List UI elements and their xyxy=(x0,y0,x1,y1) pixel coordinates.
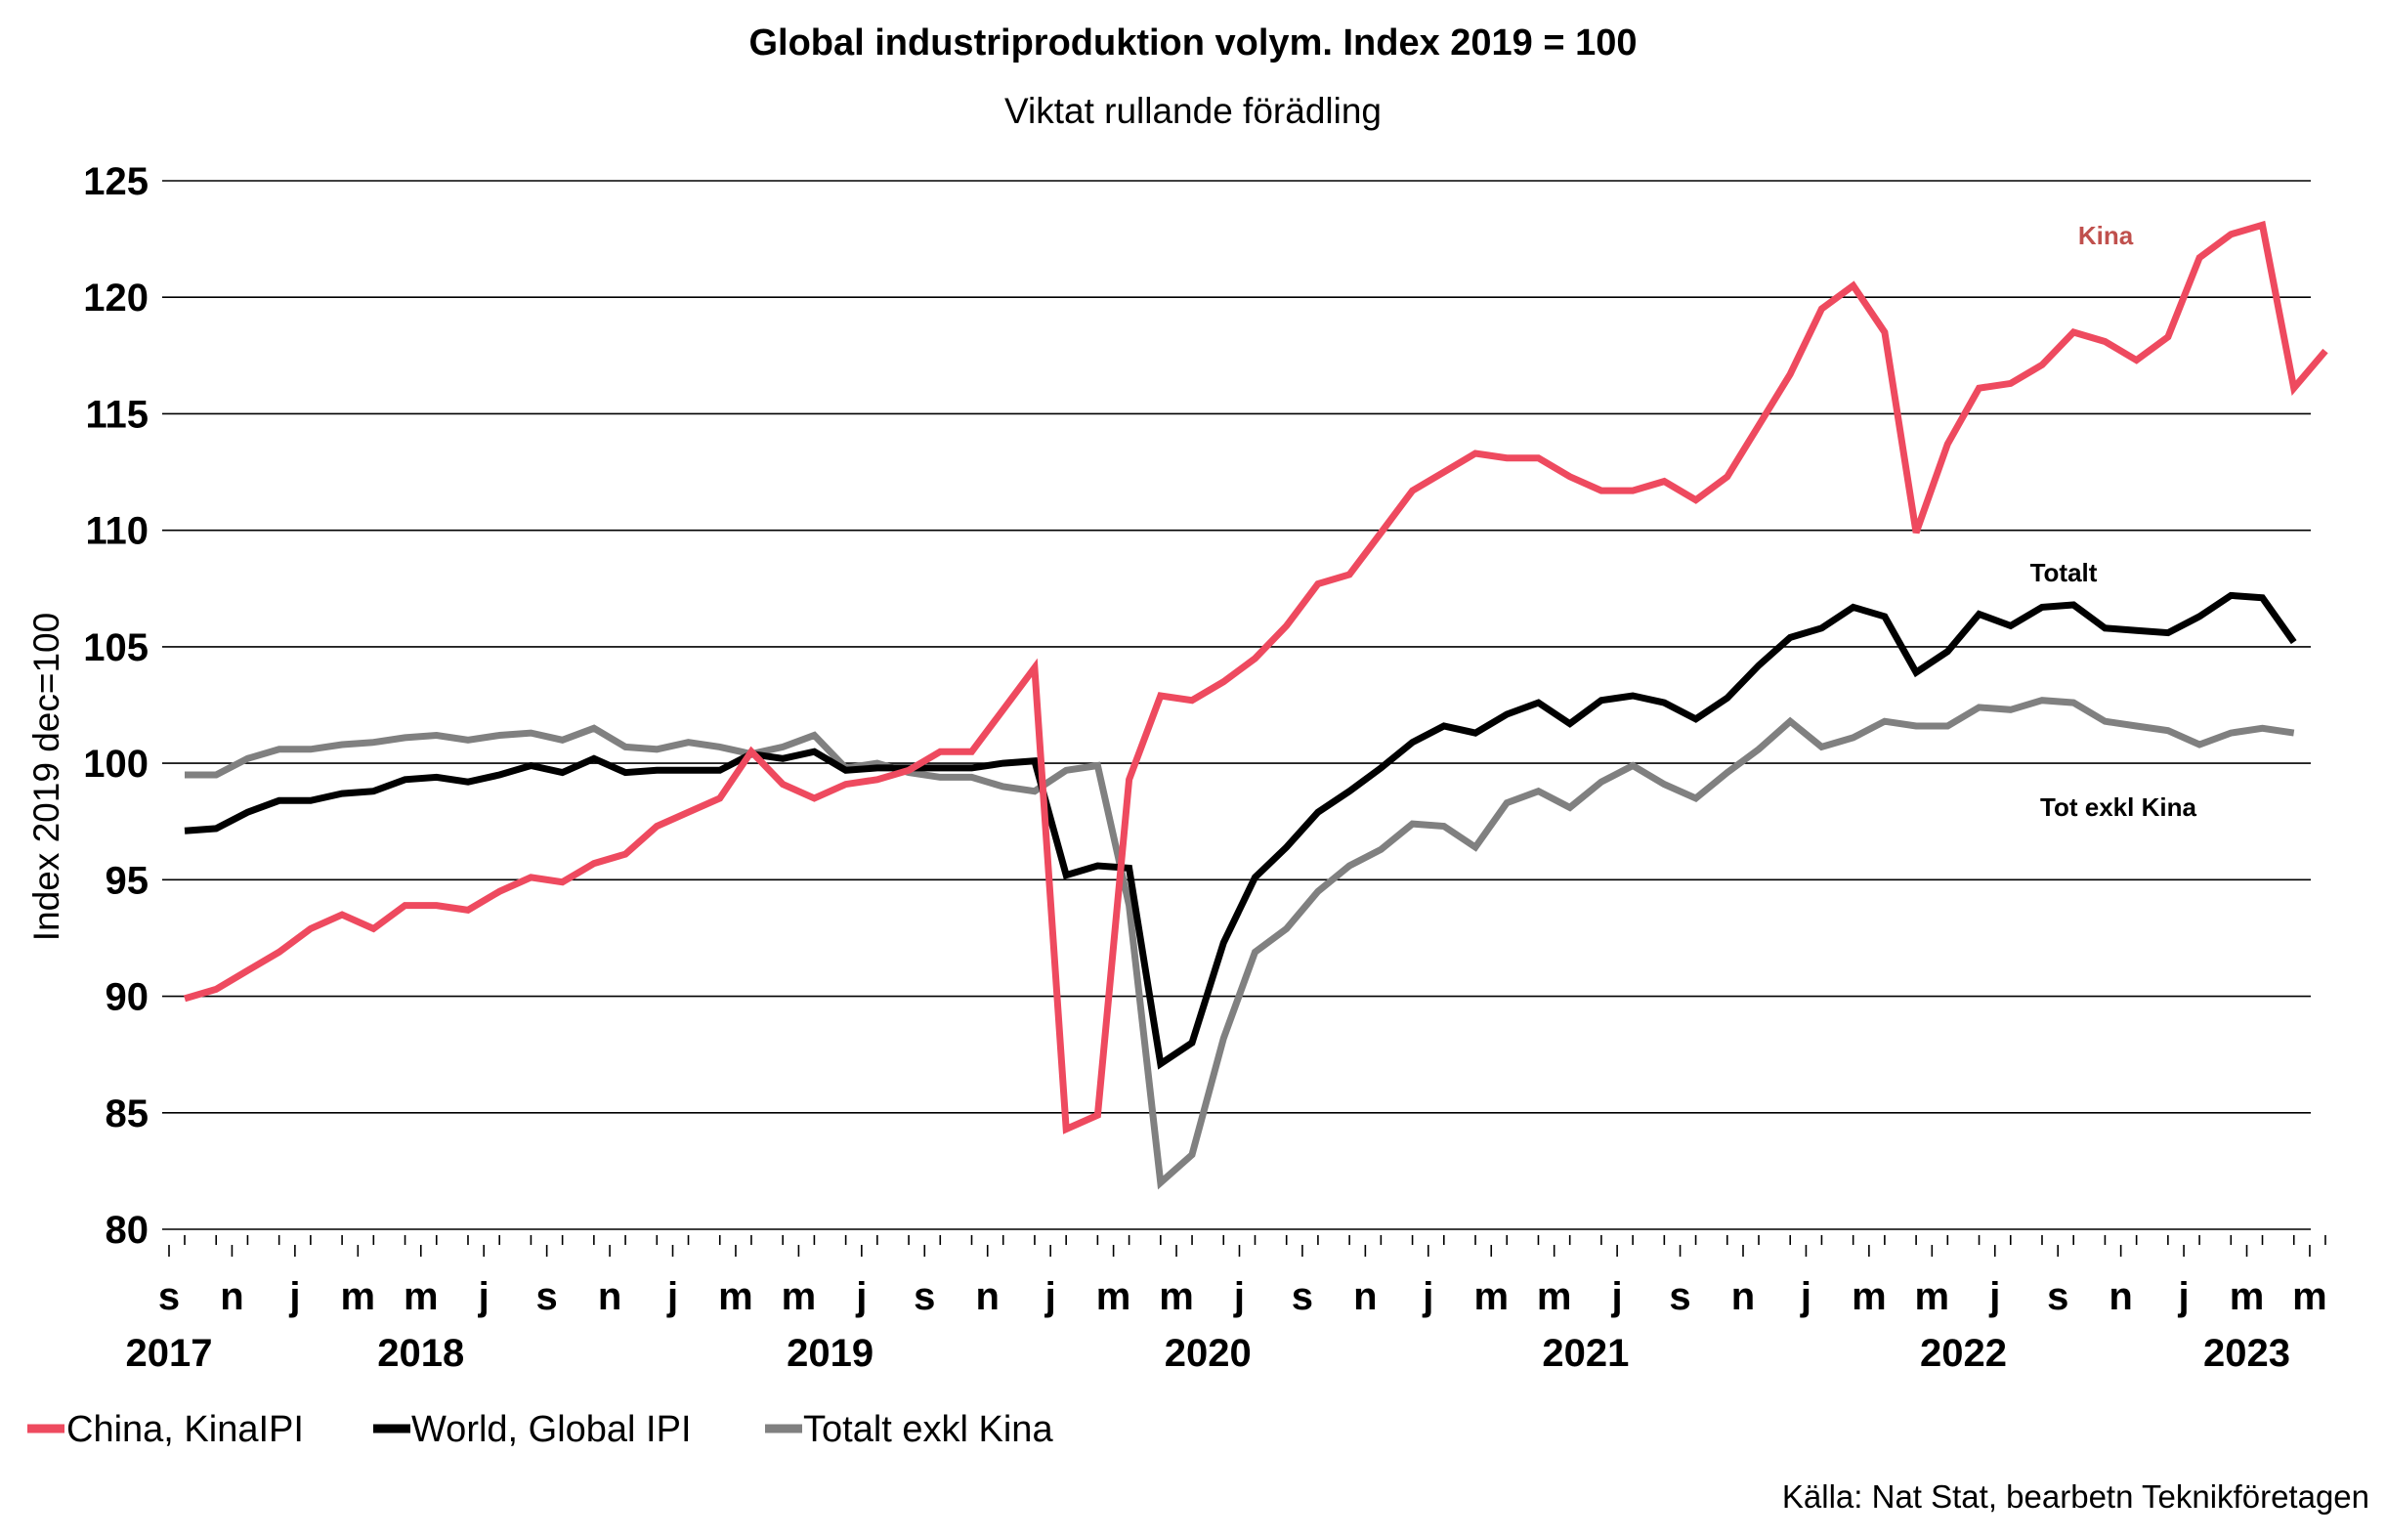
x-tick-label: n xyxy=(976,1275,1000,1318)
y-tick-label: 80 xyxy=(106,1209,149,1252)
legend: China, KinaIPI World, Global IPI Totalt … xyxy=(27,1409,1053,1450)
x-tick-label: j xyxy=(1233,1275,1245,1318)
x-tick-label: m xyxy=(404,1275,439,1318)
year-label: 2019 xyxy=(787,1332,873,1375)
x-tick-label: m xyxy=(1852,1275,1887,1318)
x-tick-label: n xyxy=(598,1275,621,1318)
x-tick-label: n xyxy=(1731,1275,1755,1318)
chart-subtitle: Viktat rullande förädling xyxy=(1004,91,1382,131)
x-tick-label: m xyxy=(1159,1275,1194,1318)
x-tick-label: s xyxy=(914,1275,935,1318)
x-tick-label: m xyxy=(341,1275,376,1318)
x-tick-label: j xyxy=(288,1275,300,1318)
annotation-totalt: Totalt xyxy=(2030,558,2098,587)
x-tick-label: n xyxy=(2109,1275,2132,1318)
x-tick-label: m xyxy=(1915,1275,1950,1318)
x-tick-label: j xyxy=(1611,1275,1623,1318)
x-tick-label: j xyxy=(666,1275,678,1318)
x-tick-label: j xyxy=(1044,1275,1056,1318)
x-tick-label: j xyxy=(1988,1275,2000,1318)
year-label: 2018 xyxy=(377,1332,464,1375)
year-label: 2017 xyxy=(126,1332,213,1375)
world-line xyxy=(184,591,2297,1070)
y-tick-label: 125 xyxy=(83,160,149,203)
x-tick-label: s xyxy=(1292,1275,1313,1318)
year-label: 2023 xyxy=(2203,1332,2290,1375)
x-tick-label: j xyxy=(1422,1275,1433,1318)
annotation-kina: Kina xyxy=(2078,221,2134,250)
y-tick-label: 115 xyxy=(85,393,149,436)
x-tick-label: m xyxy=(2230,1275,2265,1318)
x-tick-label: j xyxy=(1800,1275,1811,1318)
y-tick-label: 100 xyxy=(83,743,149,786)
x-tick-label: s xyxy=(158,1275,180,1318)
year-label: 2021 xyxy=(1542,1332,1629,1375)
x-tick-label: n xyxy=(220,1275,243,1318)
x-tick-label: m xyxy=(782,1275,817,1318)
chart-title: Global industriproduktion volym. Index 2… xyxy=(748,22,1637,64)
legend-label-china: China, KinaIPI xyxy=(66,1409,304,1450)
x-tick-label: s xyxy=(536,1275,558,1318)
y-axis-label: Index 2019 dec=100 xyxy=(26,613,66,941)
totalt-exkl-kina-line xyxy=(185,697,2295,1190)
x-tick-label: n xyxy=(1353,1275,1377,1318)
legend-label-world: World, Global IPI xyxy=(411,1409,692,1450)
x-tick-label: m xyxy=(1096,1275,1131,1318)
y-tick-label: 90 xyxy=(106,976,149,1019)
x-tick-label: j xyxy=(2178,1275,2190,1318)
x-tick-label: j xyxy=(855,1275,867,1318)
x-tick-label: s xyxy=(1669,1275,1690,1318)
x-tick-label: m xyxy=(1537,1275,1572,1318)
x-tick-label: j xyxy=(478,1275,490,1318)
china-line xyxy=(184,220,2328,1134)
y-tick-label: 105 xyxy=(83,626,149,669)
source-note: Källa: Nat Stat, bearbetn Teknikföretage… xyxy=(1782,1478,2369,1515)
x-axis-years: 2017 2018 2019 2020 2021 2022 2023 xyxy=(126,1332,2291,1375)
annotation-tot-exkl-kina: Tot exkl Kina xyxy=(2040,792,2196,822)
year-label: 2020 xyxy=(1165,1332,1252,1375)
y-tick-label: 95 xyxy=(106,859,149,902)
legend-label-totalt-exkl-kina: Totalt exkl Kina xyxy=(803,1409,1053,1450)
y-tick-label: 110 xyxy=(85,510,149,553)
x-tick-label: m xyxy=(1473,1275,1509,1318)
y-tick-label: 85 xyxy=(106,1092,149,1135)
x-tick-label: s xyxy=(2047,1275,2068,1318)
x-tick-label: m xyxy=(718,1275,753,1318)
series-lines xyxy=(184,220,2328,1190)
y-axis-ticks: 80 85 90 95 100 105 110 115 120 125 xyxy=(83,160,149,1252)
x-tick-label: m xyxy=(2292,1275,2327,1318)
year-label: 2022 xyxy=(1920,1332,2007,1375)
y-tick-label: 120 xyxy=(83,277,149,320)
